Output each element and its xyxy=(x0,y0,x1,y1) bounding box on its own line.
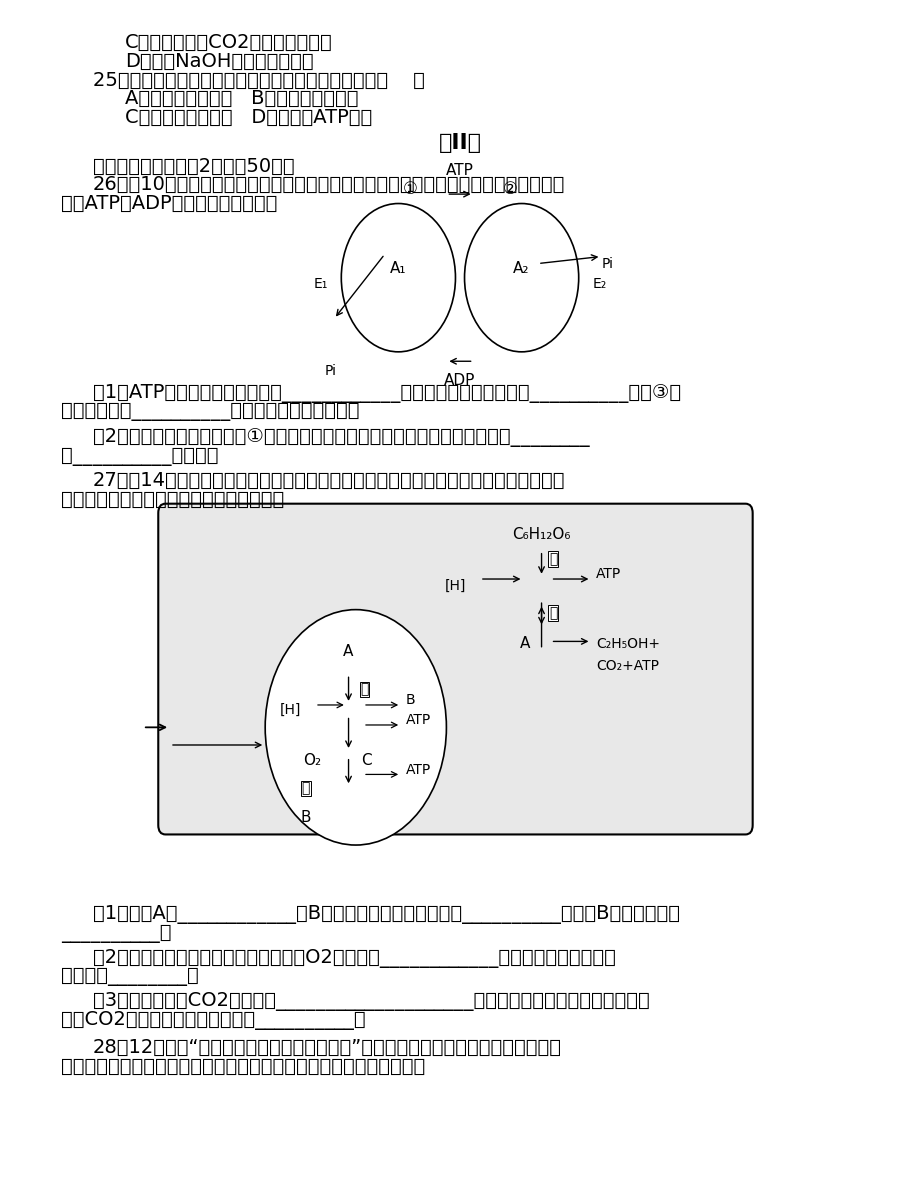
Text: [H]: [H] xyxy=(444,579,466,593)
Text: 回答ATP和ADP循环中的有关问题：: 回答ATP和ADP循环中的有关问题： xyxy=(62,194,278,213)
Text: A₂: A₂ xyxy=(513,261,529,276)
Text: A．利用的原料不同   B．合成的产物不同: A．利用的原料不同 B．合成的产物不同 xyxy=(125,89,357,108)
Text: （1）ATP作为生物体生命活动的____________物质，其分子结构简式为__________，在③过: （1）ATP作为生物体生命活动的____________物质，其分子结构简式为_… xyxy=(93,384,680,403)
Text: ATP: ATP xyxy=(446,163,473,177)
Text: B: B xyxy=(301,810,311,824)
Text: 27．（14分）细胞呼吸分有氧呼吸和无氧呼吸，两者进行的场所、过程等均存在差异。: 27．（14分）细胞呼吸分有氧呼吸和无氧呼吸，两者进行的场所、过程等均存在差异。 xyxy=(93,470,565,490)
Text: A: A xyxy=(343,644,353,659)
Text: [H]: [H] xyxy=(279,703,301,717)
Text: O₂: O₂ xyxy=(303,753,321,768)
Text: D．证明NaOH能促进光合作用: D．证明NaOH能促进光合作用 xyxy=(125,51,313,70)
Text: ATP: ATP xyxy=(405,762,430,777)
Text: 下图表示细胞部分结构和功能，据图回答：: 下图表示细胞部分结构和功能，据图回答： xyxy=(62,490,284,509)
Text: E₁: E₁ xyxy=(313,276,327,291)
Text: （2）在维色植物细胞内，与①相应的生理活动主要是在细胞内的细胞质基质、________: （2）在维色植物细胞内，与①相应的生理活动主要是在细胞内的细胞质基质、_____… xyxy=(93,429,589,448)
Text: C．证明过多的CO2会阻碍光合作用: C．证明过多的CO2会阻碍光合作用 xyxy=(125,33,332,52)
Text: 二．非选择题（每空2分，內50分）: 二．非选择题（每空2分，內50分） xyxy=(93,156,294,175)
Text: 、__________中进行。: 、__________中进行。 xyxy=(62,447,219,466)
Text: CO₂+ATP: CO₂+ATP xyxy=(596,659,658,673)
Text: 的方式是________。: 的方式是________。 xyxy=(62,967,199,986)
Circle shape xyxy=(265,610,446,846)
Text: 量的CO2，所消耗的葡萄糖之比是__________。: 量的CO2，所消耗的葡萄糖之比是__________。 xyxy=(62,1011,366,1030)
Text: E₂: E₂ xyxy=(592,276,606,291)
Text: ①: ① xyxy=(403,180,417,198)
Text: B: B xyxy=(405,693,414,707)
Text: 酶: 酶 xyxy=(301,781,310,796)
Text: 28（12分）．“茶宜高山之阴，而喜日阳之早”，安徽盛产茶叶，科技人员为提高茶叶: 28（12分）．“茶宜高山之阴，而喜日阳之早”，安徽盛产茶叶，科技人员为提高茶叶 xyxy=(93,1039,562,1058)
Text: ATP: ATP xyxy=(596,567,620,581)
Text: A: A xyxy=(519,636,530,650)
Text: ②: ② xyxy=(502,180,516,198)
Text: ATP: ATP xyxy=(405,713,430,728)
Text: 25．硒化细菌的同化作用与维色植物的主要区别在于（    ）: 25．硒化细菌的同化作用与维色植物的主要区别在于（ ） xyxy=(93,70,425,89)
Text: C₆H₁₂O₆: C₆H₁₂O₆ xyxy=(512,528,570,542)
Text: __________。: __________。 xyxy=(62,924,172,943)
Text: （3）该细胞产生CO2的场所是____________________，如果有氧呼吸和无氧呼吸产生等: （3）该细胞产生CO2的场所是____________________，如果有氧… xyxy=(93,992,649,1011)
Text: A₁: A₁ xyxy=(390,261,406,276)
Text: （2）该细胞从相邻细胞的叶绳体中获得O2，需通过____________层膜结构，其跨膜运输: （2）该细胞从相邻细胞的叶绳体中获得O2，需通过____________层膜结构… xyxy=(93,949,615,967)
Text: Pi: Pi xyxy=(324,363,336,378)
Text: ADP: ADP xyxy=(444,373,475,388)
Text: C: C xyxy=(361,753,371,768)
Text: 酶: 酶 xyxy=(549,551,557,566)
Text: 程中，是由于__________键的断裂而释放出能量。: 程中，是由于__________键的断裂而释放出能量。 xyxy=(62,403,359,422)
Text: （1）图中A是____________，B的利用发生在有氧呼吸的第__________阶段，B的产生部位是: （1）图中A是____________，B的利用发生在有氧呼吸的第_______… xyxy=(93,905,679,924)
Text: Pi: Pi xyxy=(601,256,613,270)
FancyBboxPatch shape xyxy=(158,504,752,835)
Text: C．利用的能源不同   D．产生的ATP不同: C．利用的能源不同 D．产生的ATP不同 xyxy=(125,108,371,127)
Text: 26．（10分）在活细胞中，下图中循环过程永不停止地进行着。请运用所学知识，分析: 26．（10分）在活细胞中，下图中循环过程永不停止地进行着。请运用所学知识，分析 xyxy=(93,175,565,194)
Text: C₂H₅OH+: C₂H₅OH+ xyxy=(596,637,659,650)
Text: 酶: 酶 xyxy=(360,682,369,697)
Text: 酶: 酶 xyxy=(549,606,557,621)
Text: 第II卷: 第II卷 xyxy=(438,133,481,152)
Text: 品质和产量，对茶进行了如图所示的有关研究。请据图回答下列问题：: 品质和产量，对茶进行了如图所示的有关研究。请据图回答下列问题： xyxy=(62,1056,425,1075)
